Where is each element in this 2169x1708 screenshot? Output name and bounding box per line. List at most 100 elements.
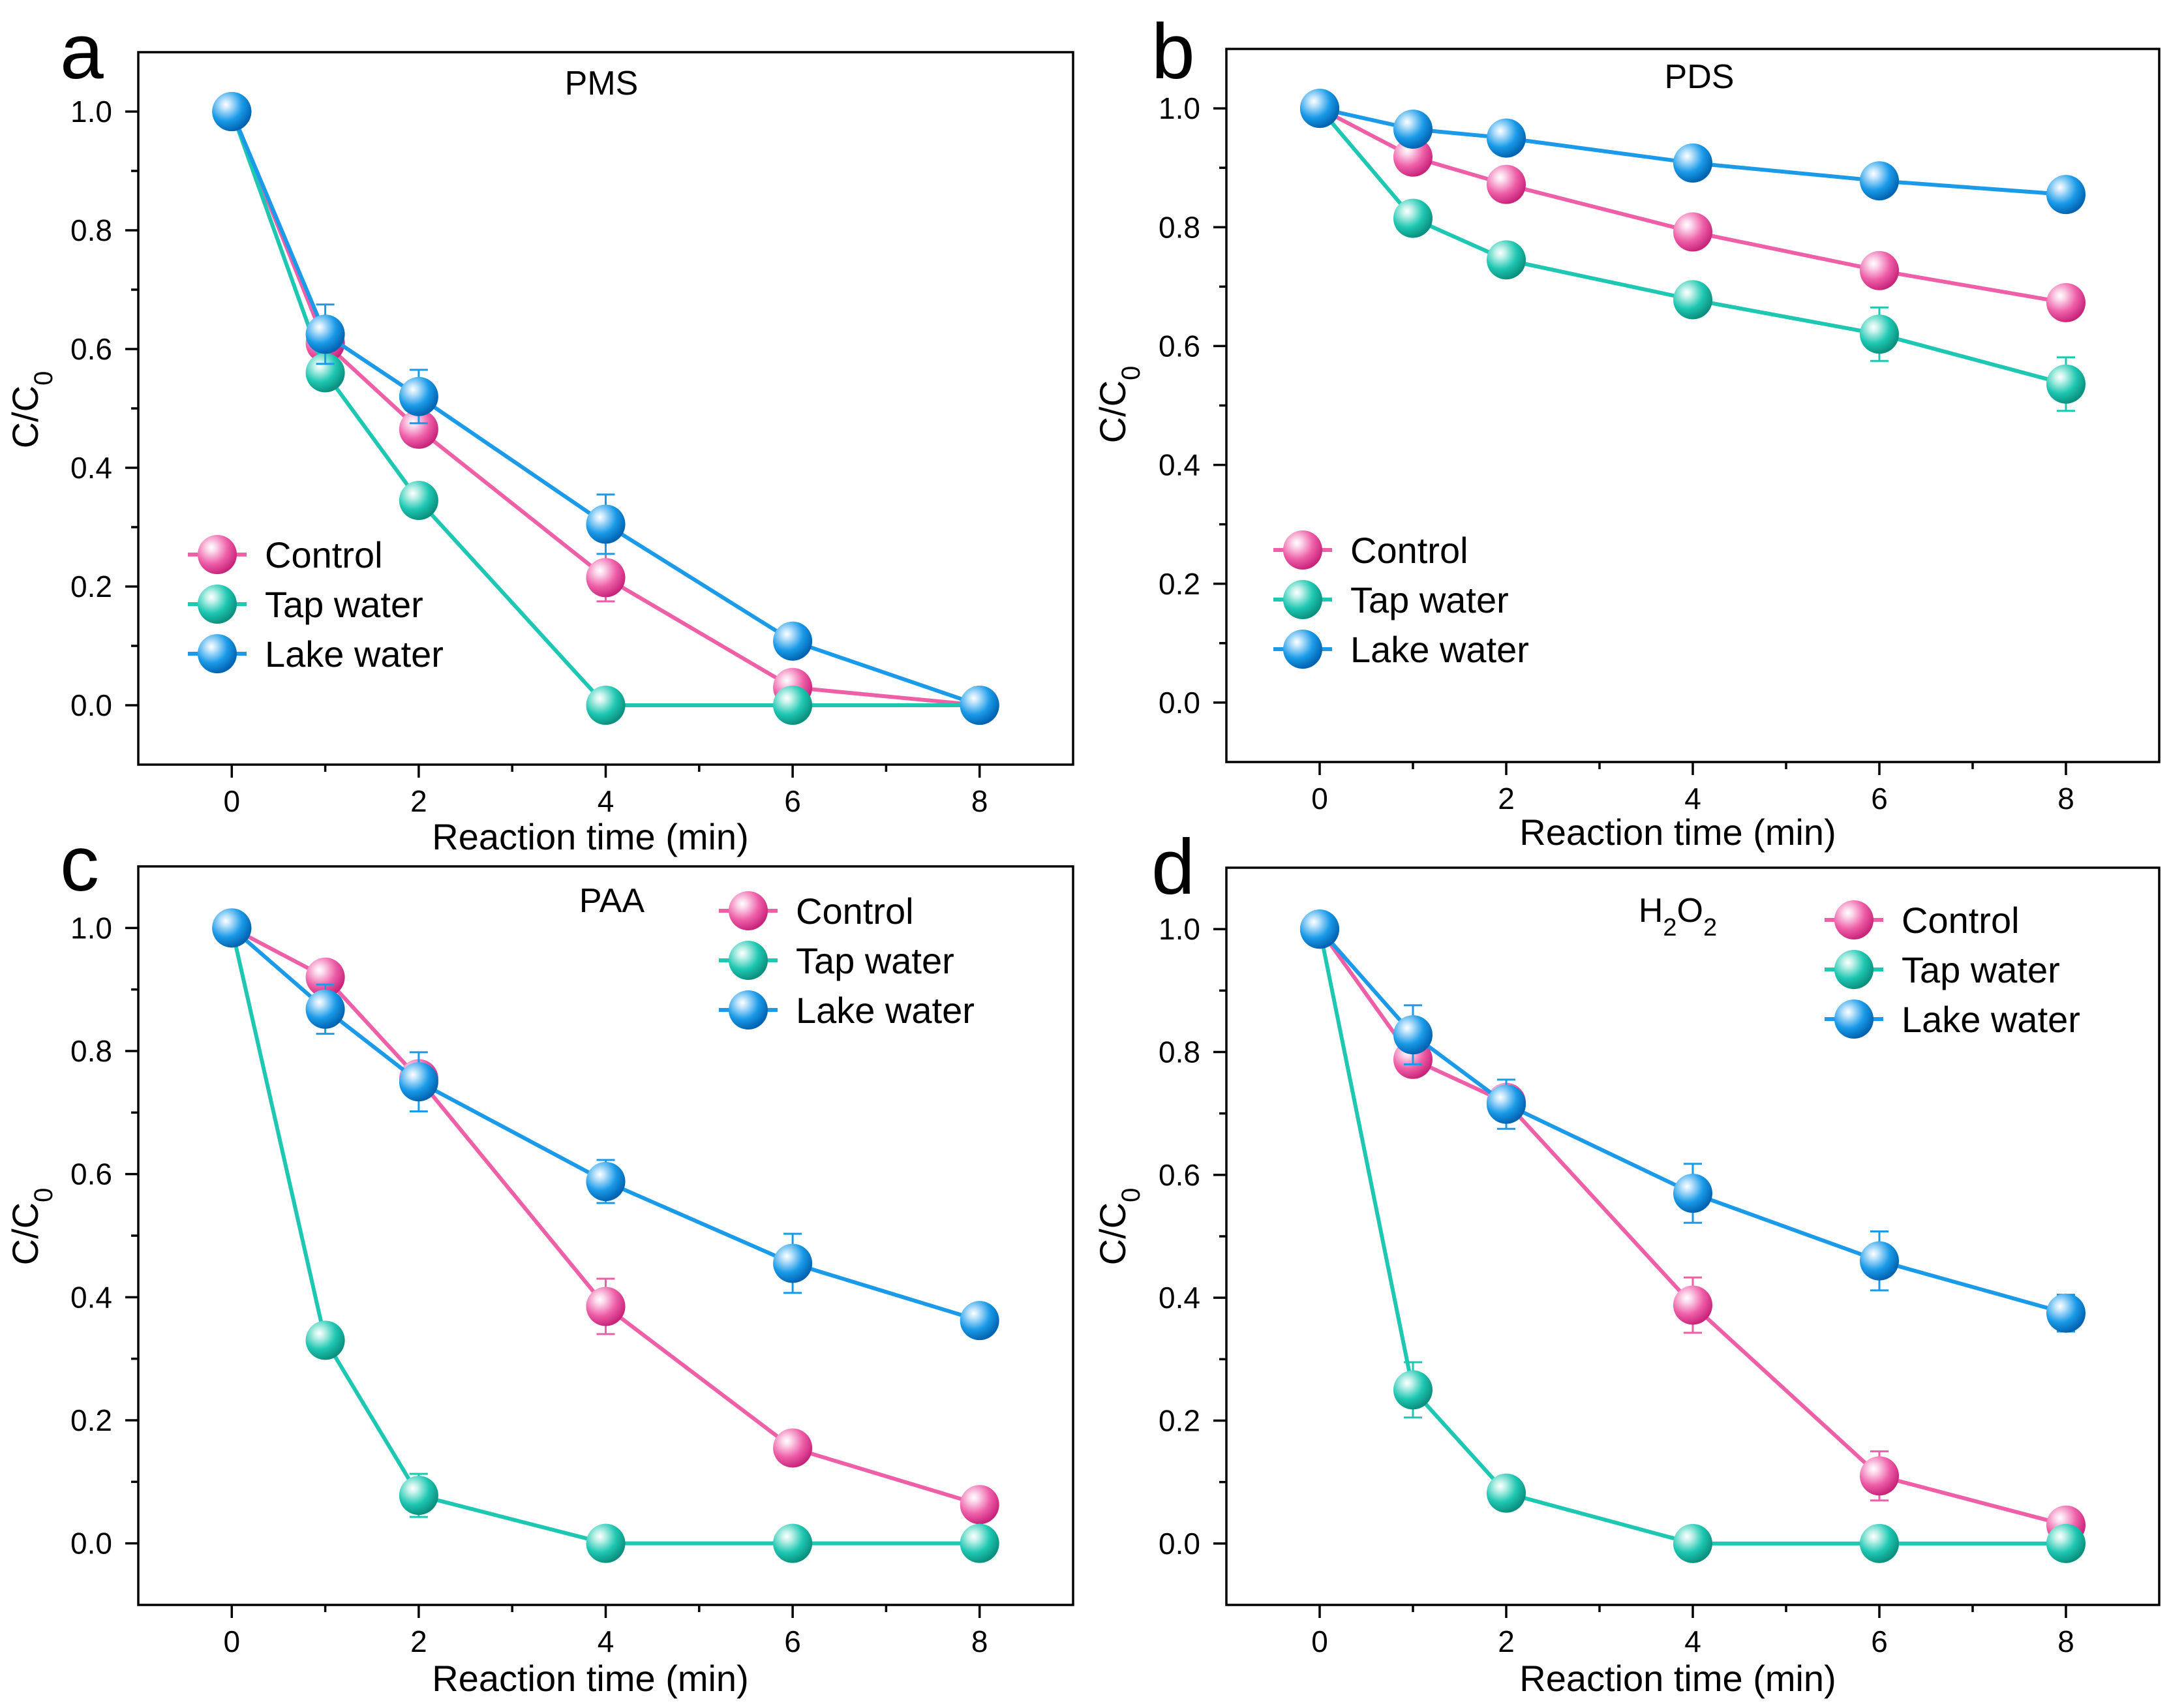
data-point xyxy=(212,908,252,948)
data-point xyxy=(586,686,626,725)
data-point xyxy=(1860,1241,1899,1281)
y-tick-label: 0.0 xyxy=(70,1527,112,1561)
legend-marker xyxy=(729,891,768,930)
x-axis-label: Reaction time (min) xyxy=(1519,812,1836,853)
y-tick-label: 0.2 xyxy=(1159,567,1200,601)
y-tick-label: 1.0 xyxy=(1159,912,1200,946)
chart-title: H2O2 xyxy=(1639,892,1717,941)
legend-item-tap-water: Tap water xyxy=(719,940,954,981)
data-point xyxy=(1393,137,1433,177)
x-tick-label: 4 xyxy=(598,1624,614,1658)
legend-marker xyxy=(1834,999,1873,1039)
data-point xyxy=(2046,175,2086,215)
data-point xyxy=(773,621,813,661)
series-tap-water xyxy=(212,92,999,725)
y-axis-label: C/C0 xyxy=(1092,1188,1145,1266)
x-axis-label: Reaction time (min) xyxy=(432,816,748,857)
y-tick-label: 0.6 xyxy=(70,1157,112,1191)
data-point xyxy=(1300,89,1339,129)
data-point xyxy=(212,92,252,131)
axes: 0 2 4 6 8 0.0 0.2 0.4 0.6 0.8 1.0 xyxy=(1159,48,2161,816)
data-point xyxy=(1860,161,1899,201)
legend-marker xyxy=(198,634,237,673)
legend-label: Lake water xyxy=(1902,999,2080,1040)
series-control xyxy=(212,92,999,725)
data-point xyxy=(960,1523,999,1563)
y-axis-label: C/C0 xyxy=(5,1188,58,1266)
panel-letter-b: b xyxy=(1151,8,1195,95)
series-lake-water xyxy=(1300,909,2086,1333)
legend-label: Tap water xyxy=(265,584,423,625)
data-point xyxy=(305,957,345,997)
data-point xyxy=(1673,280,1712,320)
series-line xyxy=(1318,928,2067,1315)
legend-label: Tap water xyxy=(796,940,954,981)
data-point xyxy=(1487,1473,1526,1513)
legend-marker xyxy=(729,941,768,980)
legend-label: Control xyxy=(1902,900,2020,941)
data-point xyxy=(1487,164,1526,204)
y-tick-label: 0.8 xyxy=(1159,1035,1200,1069)
data-point xyxy=(960,1485,999,1525)
data-point xyxy=(586,504,626,544)
panel-a: a PMS 0 2 4 6 8 0.0 0.2 0.4 0.6 0.8 1.0 Reaction t… xyxy=(5,8,1074,857)
panel-d: d H2O2 0 2 4 6 8 0.0 0.2 0.4 0.6 0.8 1.0 Reaction … xyxy=(1092,823,2161,1699)
y-tick-label: 1.0 xyxy=(70,911,112,945)
data-point xyxy=(1673,1285,1712,1325)
x-tick-label: 8 xyxy=(2057,782,2074,816)
panel-letter-d: d xyxy=(1151,823,1195,911)
y-tick-label: 0.8 xyxy=(1159,210,1200,244)
data-point xyxy=(1487,118,1526,158)
x-tick-label: 4 xyxy=(598,784,614,818)
x-tick-label: 6 xyxy=(1871,1624,1888,1658)
y-tick-label: 0.8 xyxy=(70,1034,112,1068)
legend-marker xyxy=(1283,630,1322,669)
y-tick-label: 0.2 xyxy=(70,570,112,603)
series-lake-water xyxy=(212,92,999,725)
legend-label: Lake water xyxy=(265,633,444,675)
data-point xyxy=(399,1476,438,1516)
legend-item-lake-water: Lake water xyxy=(188,633,444,675)
data-point xyxy=(399,409,438,449)
chart-title: PDS xyxy=(1665,58,1735,96)
data-point xyxy=(1487,240,1526,280)
series-lake-water xyxy=(1300,89,2086,215)
data-point xyxy=(305,989,345,1029)
data-point xyxy=(1860,1523,1899,1563)
data-point xyxy=(1393,1370,1433,1410)
x-tick-label: 6 xyxy=(1871,782,1888,816)
legend-item-control: Control xyxy=(719,891,914,932)
x-tick-label: 6 xyxy=(784,1624,801,1658)
y-tick-label: 0.8 xyxy=(70,213,112,247)
legend-label: Tap water xyxy=(1902,949,2060,990)
series-line xyxy=(230,110,980,707)
y-tick-label: 0.6 xyxy=(70,332,112,366)
data-point xyxy=(2046,364,2086,404)
y-tick-label: 0.4 xyxy=(70,451,112,485)
legend-label: Lake water xyxy=(796,990,975,1031)
x-tick-label: 8 xyxy=(971,1624,988,1658)
x-tick-label: 8 xyxy=(2057,1624,2074,1658)
data-point xyxy=(960,1301,999,1341)
series-line xyxy=(1318,928,2066,1546)
legend-label: Control xyxy=(265,534,383,575)
legend-label: Control xyxy=(1350,530,1468,571)
x-tick-label: 2 xyxy=(410,1624,427,1658)
x-axis-label: Reaction time (min) xyxy=(432,1658,748,1699)
data-point xyxy=(399,1062,438,1102)
legend-marker xyxy=(1834,950,1873,989)
series-line xyxy=(230,926,980,1323)
data-point xyxy=(586,1287,626,1326)
data-point xyxy=(1860,251,1899,290)
y-tick-label: 0.0 xyxy=(1159,1527,1200,1561)
data-point xyxy=(1673,143,1712,183)
y-tick-label: 0.4 xyxy=(70,1280,112,1314)
data-point xyxy=(1673,212,1712,252)
x-tick-label: 0 xyxy=(224,784,241,818)
legend-item-tap-water: Tap water xyxy=(1825,949,2060,990)
legend-item-control: Control xyxy=(1273,530,1468,571)
x-tick-label: 4 xyxy=(1684,1624,1701,1658)
series-line xyxy=(230,110,980,707)
